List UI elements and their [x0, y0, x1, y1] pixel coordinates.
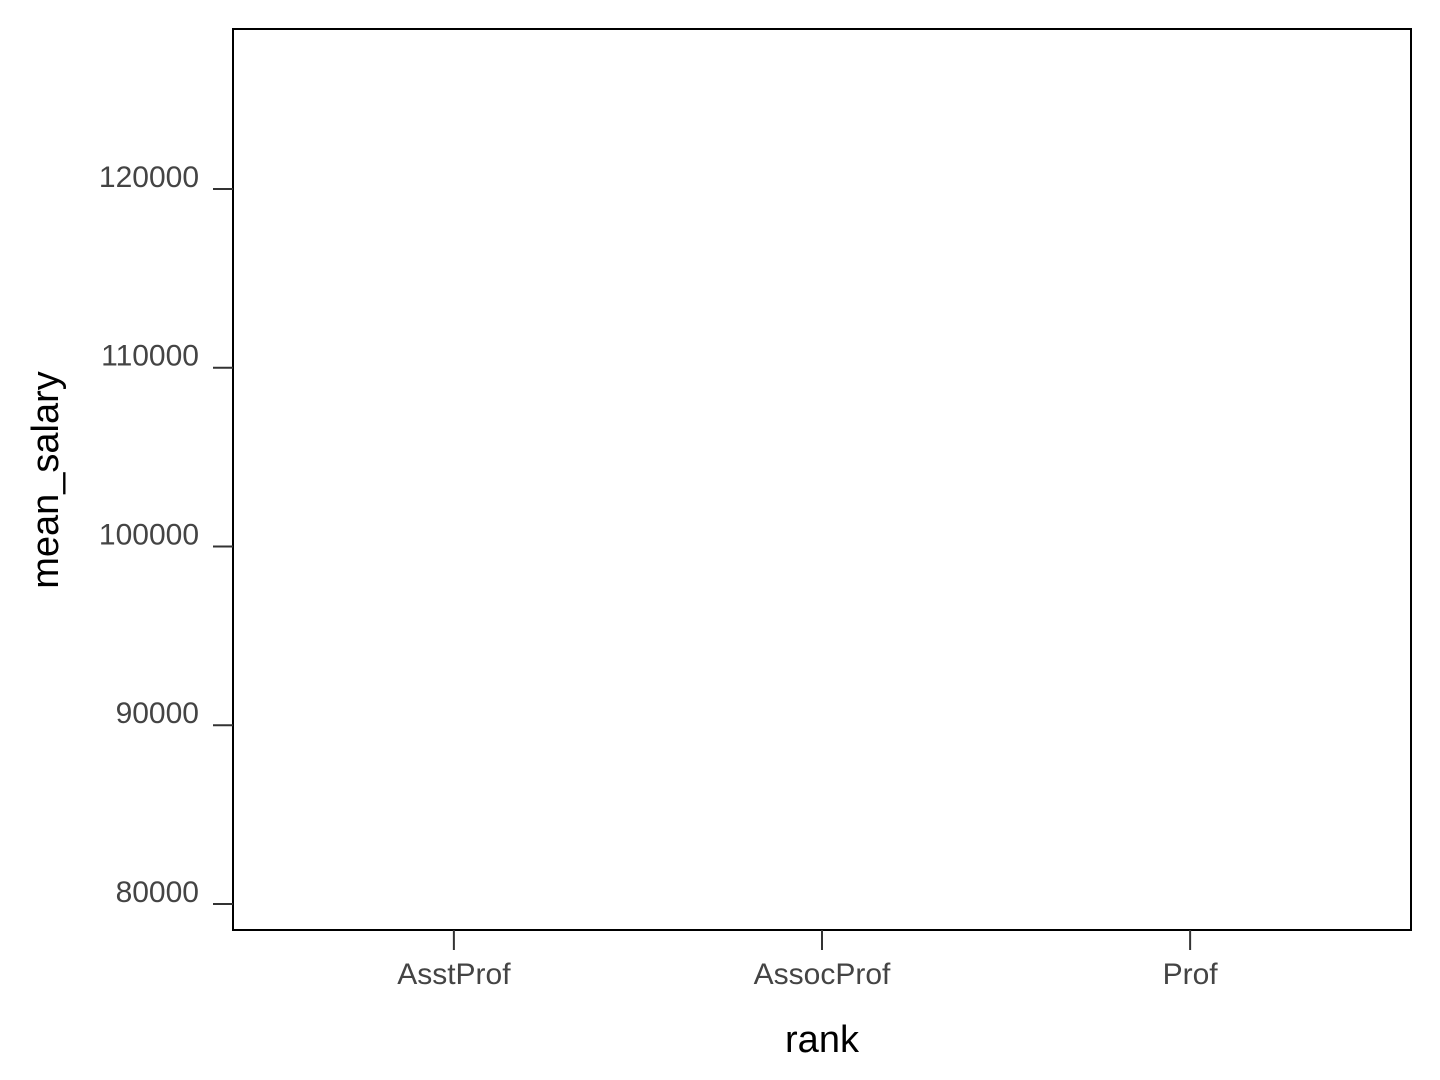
x-axis-title: rank — [785, 1019, 860, 1061]
y-tick-label: 120000 — [99, 161, 199, 194]
x-tick-label: Prof — [1163, 958, 1219, 991]
y-tick-label: 90000 — [116, 697, 199, 730]
x-tick-label: AsstProf — [397, 958, 511, 991]
y-tick-label: 110000 — [101, 340, 199, 373]
y-tick-label: 80000 — [116, 876, 199, 909]
y-tick-label: 100000 — [99, 518, 199, 551]
x-tick-label: AssocProf — [754, 958, 891, 991]
y-axis-title: mean_salary — [25, 371, 67, 589]
